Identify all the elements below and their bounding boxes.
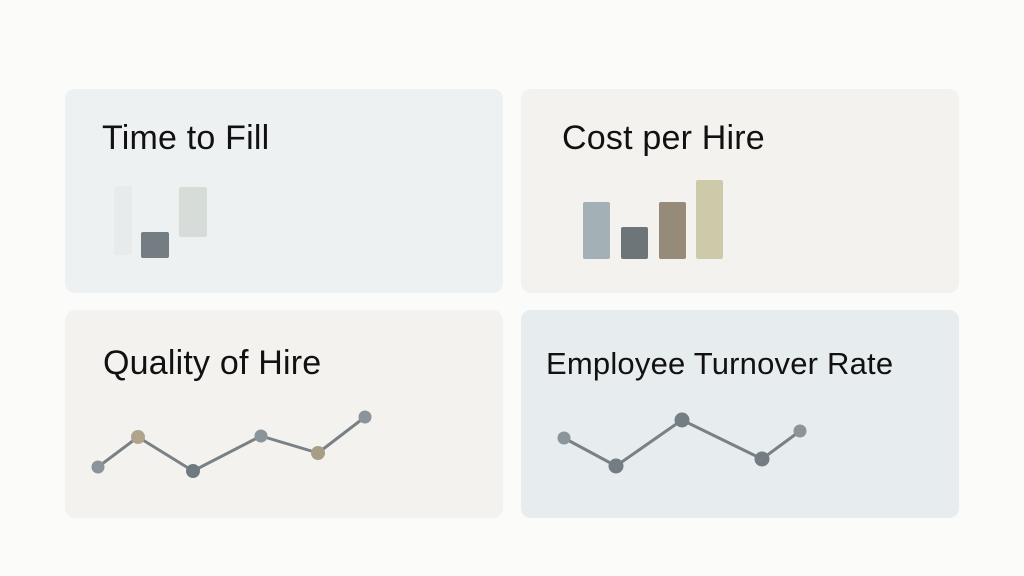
employee-turnover-rate-title: Employee Turnover Rate xyxy=(546,346,894,381)
cost-per-hire-bar-2 xyxy=(621,227,648,259)
employee-turnover-rate-point xyxy=(608,458,624,474)
cost-per-hire-bar-4 xyxy=(696,180,723,259)
quality-of-hire-point xyxy=(91,460,105,474)
quality-of-hire-point xyxy=(186,464,200,478)
cost-per-hire-bar-icon xyxy=(583,180,723,259)
time-to-fill-title: Time to Fill xyxy=(102,119,270,157)
cost-per-hire-title: Cost per Hire xyxy=(562,119,765,157)
cost-per-hire-bar-1 xyxy=(583,202,610,259)
quality-of-hire-point xyxy=(311,446,325,460)
cost-per-hire-bar-3 xyxy=(659,202,686,259)
time-to-fill-card: Time to Fill xyxy=(65,89,503,293)
employee-turnover-rate-line-icon xyxy=(557,412,807,474)
cost-per-hire-card: Cost per Hire xyxy=(521,89,959,293)
quality-of-hire-card: Quality of Hire xyxy=(65,310,503,518)
time-to-fill-bar-1 xyxy=(114,186,132,255)
quality-of-hire-point xyxy=(358,410,372,424)
time-to-fill-bar-3 xyxy=(179,187,207,237)
quality-of-hire-line xyxy=(97,415,366,473)
employee-turnover-rate-point xyxy=(793,424,807,438)
employee-turnover-rate-point xyxy=(557,431,571,445)
employee-turnover-rate-point xyxy=(754,451,770,467)
employee-turnover-rate-point xyxy=(674,412,690,428)
employee-turnover-rate-card: Employee Turnover Rate xyxy=(521,310,959,518)
time-to-fill-bar-2 xyxy=(141,232,169,258)
quality-of-hire-point xyxy=(131,430,145,444)
quality-of-hire-point xyxy=(254,429,268,443)
quality-of-hire-line-icon xyxy=(91,410,372,478)
time-to-fill-bar-icon xyxy=(114,186,207,258)
quality-of-hire-title: Quality of Hire xyxy=(103,344,322,382)
